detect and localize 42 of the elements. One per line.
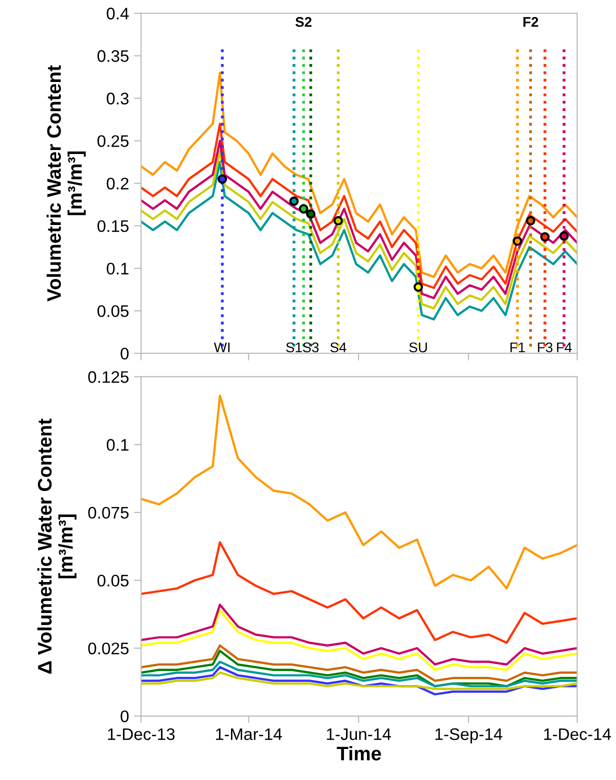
y-tick-label: 0.025 — [88, 642, 129, 654]
y-tick-label: 0.125 — [88, 371, 129, 383]
x-tick-label: 1-Dec-14 — [544, 728, 611, 740]
line-series — [141, 666, 578, 696]
y-tick-label: 0.05 — [97, 305, 129, 318]
line-series — [141, 650, 578, 688]
y-tick-label: 0 — [120, 348, 129, 360]
line-series — [141, 604, 578, 666]
x-tick-label: 1-Jun-14 — [326, 728, 391, 740]
y-tick-label: 0.1 — [106, 262, 128, 275]
x-axis-title: Time — [336, 746, 381, 760]
ref-line-label: F2 — [523, 17, 538, 27]
ref-line-label: S2 — [295, 17, 312, 27]
x-tick-label: 1-Dec-13 — [108, 728, 175, 740]
y-tick-label: 0.4 — [106, 8, 129, 20]
y-axis-title: Volumetric Water Content [m³/m³] — [46, 65, 86, 302]
ref-line-label: WI — [214, 342, 230, 352]
ref-line-label: F4 — [557, 342, 572, 352]
ref-line-label: F1 — [510, 342, 525, 352]
ref-line-label: F3 — [538, 342, 552, 352]
y-tick-label: 0.1 — [106, 439, 128, 451]
y-tick-label: 0.15 — [97, 220, 129, 232]
x-tick-label: 1-Sep-14 — [435, 728, 502, 744]
line-series — [141, 541, 578, 644]
y-tick-label: 0.35 — [97, 50, 129, 62]
y-tick-label: 0.075 — [88, 506, 129, 519]
y-tick-label: 0.2 — [106, 178, 128, 190]
ref-line-label: SU — [409, 342, 427, 352]
y-tick-label: 0.3 — [106, 92, 129, 104]
ref-line-label: S4 — [330, 342, 346, 352]
y-tick-label: 0.05 — [97, 574, 129, 587]
ref-line-label: S1 — [286, 342, 302, 352]
y-tick-label: 0 — [120, 710, 129, 722]
line-series — [141, 660, 578, 688]
y-axis-title: Δ Volumetric Water Content [m³/m³] — [37, 418, 76, 674]
line-series — [141, 394, 578, 590]
line-series — [141, 672, 578, 690]
x-tick-label: 1-Mar-14 — [216, 728, 282, 740]
line-series — [141, 609, 578, 672]
y-tick-label: 0.25 — [97, 135, 129, 147]
line-series — [141, 644, 578, 682]
ref-line-label: S3 — [302, 342, 319, 352]
